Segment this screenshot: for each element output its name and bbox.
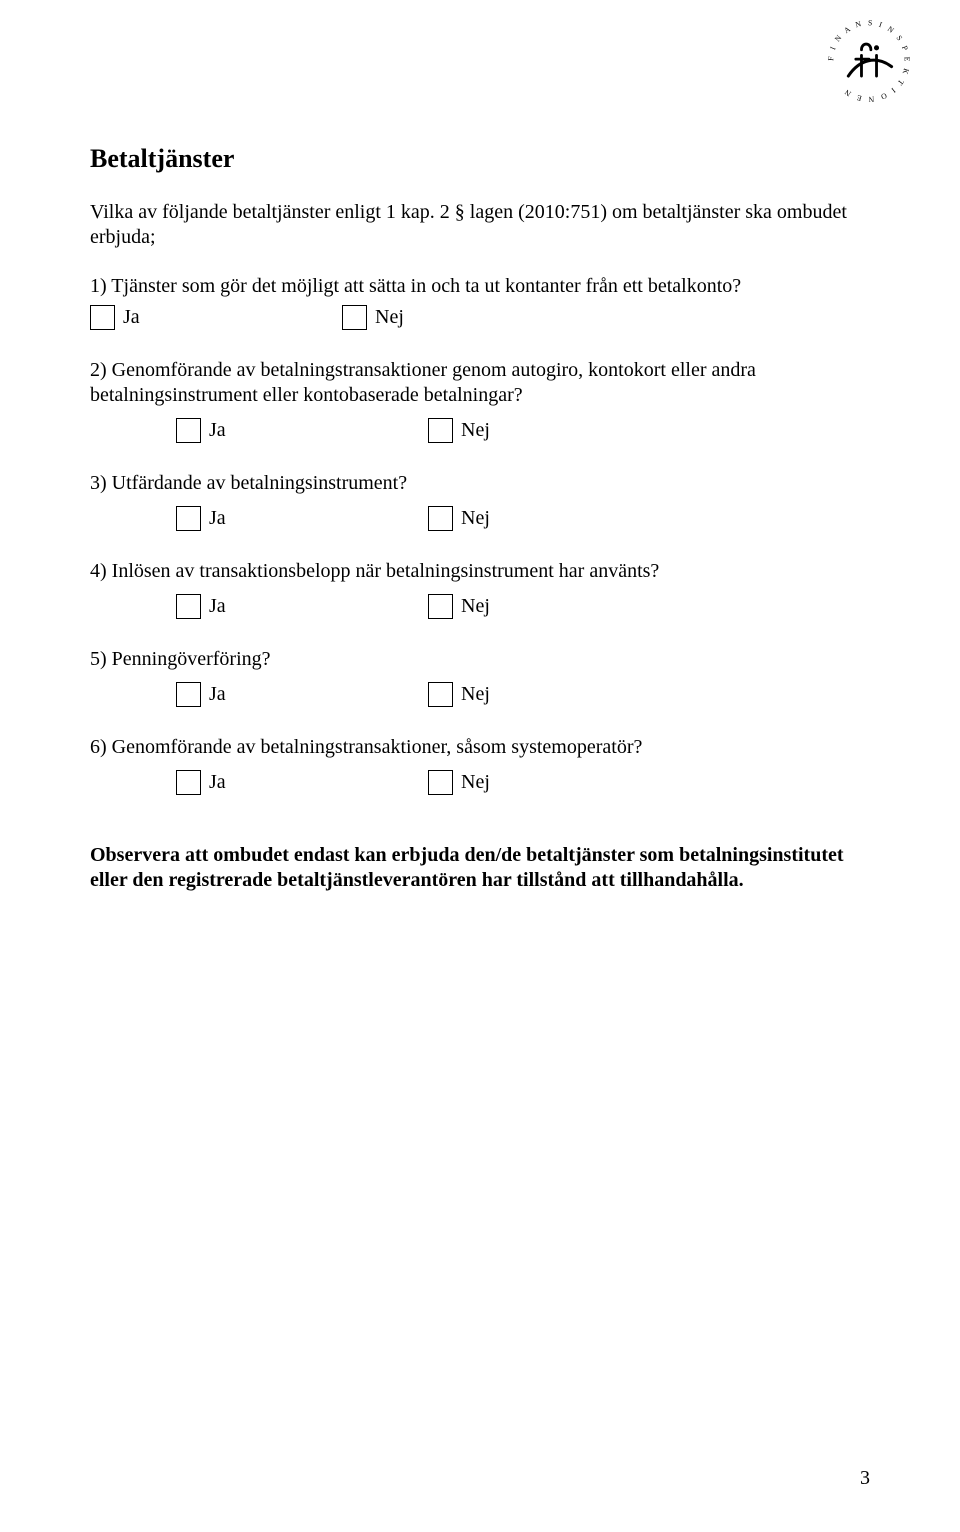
no-choice: Nej [428,770,490,795]
no-label: Nej [375,306,404,329]
yes-checkbox[interactable] [176,506,201,531]
question-block: 1) Tjänster som gör det möjligt att sätt… [90,274,870,330]
yes-label: Ja [209,595,226,618]
page-number: 3 [860,1467,870,1490]
no-choice: Nej [428,594,490,619]
no-checkbox[interactable] [428,594,453,619]
page: F I N A N S I N S P E K T I O N E N Beta… [0,0,960,1532]
observe-note: Observera att ombudet endast kan erbjuda… [90,843,870,893]
no-label: Nej [461,771,490,794]
question-text: 3) Utfärdande av betalningsinstrument? [90,471,870,496]
yes-checkbox[interactable] [90,305,115,330]
yes-choice: Ja [176,682,428,707]
choice-row: Ja Nej [90,770,870,795]
no-checkbox[interactable] [342,305,367,330]
question-text: 2) Genomförande av betalningstransaktion… [90,358,870,408]
no-label: Nej [461,683,490,706]
question-block: 4) Inlösen av transaktionsbelopp när bet… [90,559,870,619]
no-label: Nej [461,419,490,442]
no-checkbox[interactable] [428,506,453,531]
question-text: 5) Penningöverföring? [90,647,870,672]
no-checkbox[interactable] [428,682,453,707]
question-block: 3) Utfärdande av betalningsinstrument? Ja… [90,471,870,531]
choice-row: Ja Nej [90,418,870,443]
yes-label: Ja [123,306,140,329]
yes-label: Ja [209,507,226,530]
question-text: 1) Tjänster som gör det möjligt att sätt… [90,274,870,299]
questions-list: 1) Tjänster som gör det möjligt att sätt… [90,274,870,795]
yes-checkbox[interactable] [176,770,201,795]
question-text: 6) Genomförande av betalningstransaktion… [90,735,870,760]
choice-row: Ja Nej [90,594,870,619]
yes-choice: Ja [90,305,342,330]
yes-choice: Ja [176,594,428,619]
no-checkbox[interactable] [428,418,453,443]
no-choice: Nej [428,682,490,707]
yes-choice: Ja [176,418,428,443]
choice-row: Ja Nej [90,305,870,330]
yes-checkbox[interactable] [176,682,201,707]
question-text: 4) Inlösen av transaktionsbelopp när bet… [90,559,870,584]
yes-checkbox[interactable] [176,418,201,443]
yes-choice: Ja [176,506,428,531]
question-block: 2) Genomförande av betalningstransaktion… [90,358,870,443]
choice-row: Ja Nej [90,682,870,707]
no-label: Nej [461,507,490,530]
yes-choice: Ja [176,770,428,795]
no-label: Nej [461,595,490,618]
yes-label: Ja [209,771,226,794]
no-choice: Nej [342,305,404,330]
content-area: Betaltjänster Vilka av följande betaltjä… [90,28,870,893]
yes-checkbox[interactable] [176,594,201,619]
yes-label: Ja [209,683,226,706]
question-block: 6) Genomförande av betalningstransaktion… [90,735,870,795]
no-choice: Nej [428,506,490,531]
section-heading: Betaltjänster [90,144,870,174]
intro-text: Vilka av följande betaltjänster enligt 1… [90,200,870,250]
choice-row: Ja Nej [90,506,870,531]
question-block: 5) Penningöverföring? Ja Nej [90,647,870,707]
finansinspektionen-logo: F I N A N S I N S P E K T I O N E N [822,14,916,108]
no-checkbox[interactable] [428,770,453,795]
fi-mark-icon [848,44,891,76]
yes-label: Ja [209,419,226,442]
no-choice: Nej [428,418,490,443]
